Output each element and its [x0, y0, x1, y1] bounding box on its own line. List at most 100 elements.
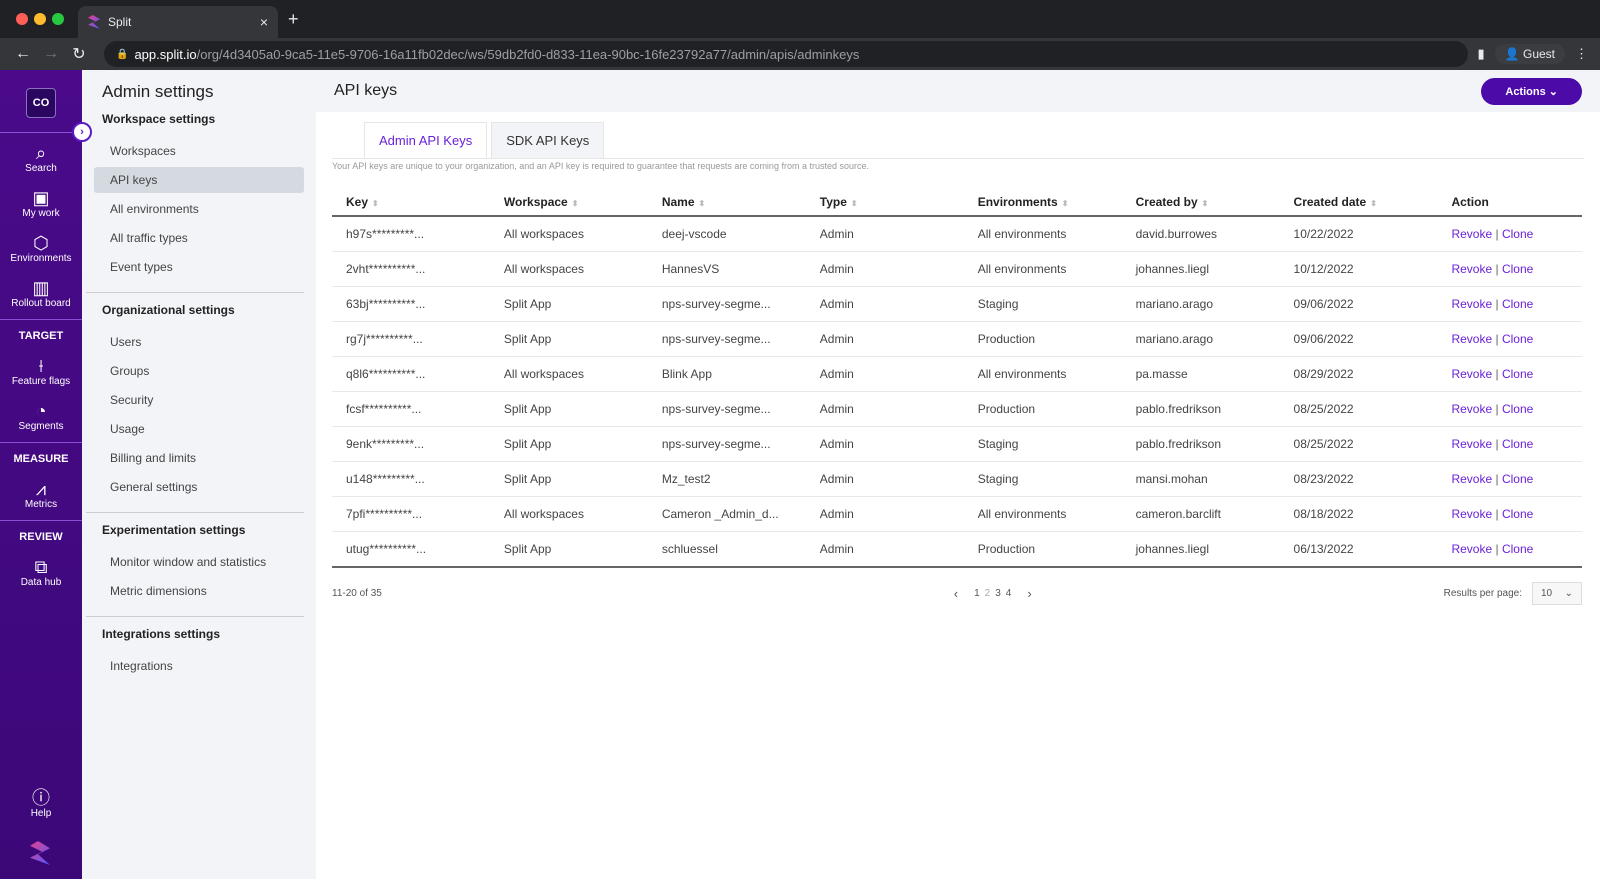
column-header[interactable]: Environments ⬍	[963, 185, 1122, 217]
minimize-window-button[interactable]	[34, 13, 46, 25]
table-cell: 2vht**********...	[332, 251, 490, 287]
revoke-link[interactable]: Revoke	[1451, 472, 1493, 486]
admin-item[interactable]: Billing and limits	[110, 451, 197, 465]
revoke-link[interactable]: Revoke	[1451, 367, 1493, 381]
column-header[interactable]: Created by ⬍	[1121, 185, 1280, 217]
admin-item[interactable]: API keys	[94, 167, 304, 193]
clone-link[interactable]: Clone	[1501, 507, 1534, 521]
close-tab-icon[interactable]: ×	[259, 14, 268, 30]
sort-icon[interactable]: ⬍	[850, 199, 858, 208]
clone-link[interactable]: Clone	[1501, 402, 1534, 416]
admin-item[interactable]: Monitor window and statistics	[110, 555, 267, 569]
sort-icon[interactable]: ⬍	[698, 199, 706, 208]
close-window-button[interactable]	[16, 13, 28, 25]
page-link[interactable]: 2	[984, 588, 991, 599]
admin-item[interactable]: Event types	[110, 260, 173, 274]
action-cell: Revoke | Clone	[1437, 496, 1582, 532]
column-header[interactable]: Name ⬍	[647, 185, 806, 217]
nav-feature-flags[interactable]: ⟊ Feature flags	[0, 346, 82, 391]
clone-link[interactable]: Clone	[1501, 297, 1534, 311]
column-header[interactable]: Key ⬍	[332, 185, 490, 217]
clone-link[interactable]: Clone	[1501, 367, 1534, 381]
table-cell: 08/25/2022	[1279, 391, 1438, 427]
tab-sdk-api-keys[interactable]: SDK API Keys	[491, 122, 605, 158]
browser-tab[interactable]: Split ×	[78, 6, 278, 38]
nav-metrics[interactable]: ⩘ Metrics	[0, 469, 82, 514]
revoke-link[interactable]: Revoke	[1451, 262, 1493, 276]
table-cell: Production	[963, 531, 1122, 568]
revoke-link[interactable]: Revoke	[1451, 507, 1493, 521]
page-link[interactable]: 3	[995, 588, 1001, 599]
nav-rollout-board[interactable]: ▥ Rollout board	[0, 268, 82, 313]
sidebar-toggle-icon[interactable]: ▮	[1477, 46, 1485, 61]
back-icon[interactable]: ←	[15, 45, 31, 62]
table-cell: 09/06/2022	[1279, 286, 1438, 322]
clone-link[interactable]: Clone	[1501, 437, 1534, 451]
table-cell: 9enk*********...	[332, 426, 490, 462]
revoke-link[interactable]: Revoke	[1451, 542, 1493, 556]
admin-item[interactable]: General settings	[110, 480, 198, 494]
revoke-link[interactable]: Revoke	[1451, 297, 1493, 311]
next-page-icon[interactable]: ›	[1027, 586, 1032, 601]
sort-icon[interactable]: ⬍	[571, 199, 579, 208]
nav-label: Environments	[10, 253, 72, 264]
admin-item[interactable]: Users	[110, 335, 142, 349]
table-cell: Split App	[489, 286, 648, 322]
column-header[interactable]: Type ⬍	[805, 185, 964, 217]
profile-button[interactable]: 👤 Guest	[1494, 44, 1565, 64]
sort-icon[interactable]: ⬍	[1370, 199, 1377, 208]
maximize-window-button[interactable]	[52, 13, 64, 25]
clone-link[interactable]: Clone	[1501, 542, 1534, 556]
admin-item[interactable]: All environments	[110, 202, 199, 216]
new-tab-button[interactable]: +	[288, 9, 299, 29]
revoke-link[interactable]: Revoke	[1451, 437, 1493, 451]
cube-icon: ⬡	[33, 233, 49, 253]
action-cell: Revoke | Clone	[1437, 251, 1582, 287]
revoke-link[interactable]: Revoke	[1451, 402, 1493, 416]
nav-heading-target: TARGET	[18, 330, 64, 342]
org-avatar[interactable]: CO	[26, 88, 56, 118]
table-cell: Admin	[805, 251, 964, 287]
prev-page-icon[interactable]: ‹	[953, 586, 959, 601]
nav-help[interactable]: ⓘ Help	[0, 778, 82, 823]
admin-item[interactable]: Usage	[110, 422, 145, 436]
actions-button[interactable]: Actions ⌄	[1481, 77, 1582, 105]
column-label: Key	[346, 195, 369, 209]
nav-data-hub[interactable]: ⧉ Data hub	[0, 547, 82, 592]
page-link[interactable]: 1	[974, 588, 980, 599]
page-link[interactable]: 4	[1005, 588, 1012, 599]
column-header[interactable]: Created date ⬍	[1279, 185, 1438, 217]
lock-icon: 🔒	[116, 48, 129, 60]
address-bar[interactable]: 🔒 app.split.io/org/4d3405a0-9ca5-11e5-970…	[104, 41, 1468, 67]
nav-search[interactable]: ⌕ Search	[0, 133, 82, 178]
nav-environments[interactable]: ⬡ Environments	[0, 223, 82, 268]
nav-segments[interactable]: ◔ Segments	[0, 391, 82, 436]
expand-nav-button[interactable]: ›	[72, 122, 92, 142]
column-header[interactable]: Workspace ⬍	[489, 185, 648, 217]
clone-link[interactable]: Clone	[1501, 262, 1534, 276]
table-cell: Admin	[805, 496, 964, 532]
admin-item[interactable]: All traffic types	[110, 231, 188, 245]
admin-item[interactable]: Security	[110, 393, 154, 407]
forward-icon[interactable]: →	[43, 45, 59, 62]
profile-label: Guest	[1522, 47, 1555, 61]
sort-icon[interactable]: ⬍	[372, 199, 379, 208]
menu-icon[interactable]: ⋮	[1575, 46, 1588, 61]
admin-item[interactable]: Integrations	[110, 659, 173, 673]
sort-icon[interactable]: ⬍	[1201, 199, 1209, 208]
results-per-page-select[interactable]: 10 ⌄	[1532, 582, 1582, 605]
admin-item[interactable]: Workspaces	[110, 144, 176, 158]
section-title: Integrations settings	[102, 627, 221, 641]
reload-icon[interactable]: ↻	[72, 46, 86, 63]
nav-my-work[interactable]: ▣ My work	[0, 178, 82, 223]
sort-icon[interactable]: ⬍	[1061, 199, 1069, 208]
admin-item[interactable]: Groups	[110, 364, 150, 378]
clone-link[interactable]: Clone	[1501, 472, 1534, 486]
tab-admin-api-keys[interactable]: Admin API Keys	[364, 122, 488, 158]
clone-link[interactable]: Clone	[1501, 332, 1534, 346]
clone-link[interactable]: Clone	[1501, 227, 1534, 241]
revoke-link[interactable]: Revoke	[1451, 332, 1493, 346]
nav-heading-review: REVIEW	[19, 531, 63, 543]
admin-item[interactable]: Metric dimensions	[110, 584, 207, 598]
revoke-link[interactable]: Revoke	[1451, 227, 1493, 241]
